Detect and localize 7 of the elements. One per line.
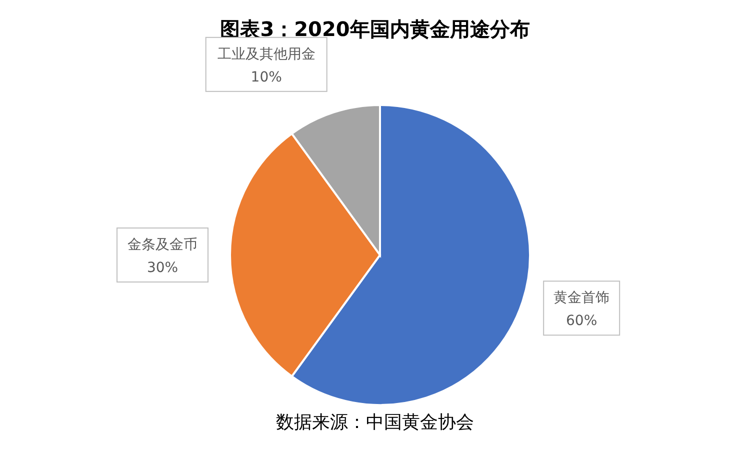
data-label: 60% (566, 313, 598, 330)
slice-label: 工业及其他用金 (217, 46, 316, 62)
slice-label: 金条及金币 (128, 237, 198, 253)
data-label: 10% (250, 69, 282, 86)
data-label: 30% (146, 260, 178, 276)
source-note: 数据来源：中国黄金协会 (275, 411, 475, 434)
slice-label: 黄金首饰 (554, 290, 610, 306)
